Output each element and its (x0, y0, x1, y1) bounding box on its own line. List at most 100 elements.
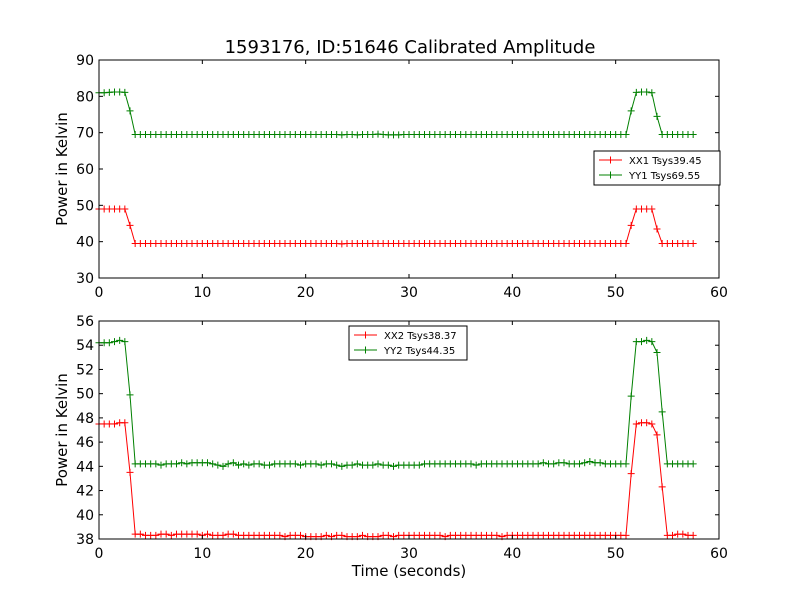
data-point-1-1-6 (121, 205, 129, 213)
data-point-2-1-103 (622, 531, 630, 539)
data-point-2-2-58 (390, 462, 397, 470)
data-point-2-1-104 (627, 470, 635, 478)
data-point-2-1-15 (167, 531, 175, 539)
data-point-2-2-22 (204, 459, 211, 467)
data-point-2-1-108 (648, 420, 656, 428)
data-point-2-2-98 (596, 459, 604, 467)
bottom-plot-panel: 0 10 20 30 40 50 60 38 40 42 44 46 48 50 52 54 56 Power i… (53, 314, 728, 580)
y-axis-label: Power in Kelvin (53, 373, 71, 487)
data-point-2-2-103 (622, 460, 630, 468)
data-point-1-1-109 (653, 225, 661, 233)
x-tick-label: 0 (95, 285, 104, 301)
series-line-2-1 (99, 422, 694, 538)
data-point-2-2-109 (653, 348, 661, 356)
data-point-2-1-112 (669, 531, 676, 539)
data-point-2-2-27 (229, 459, 237, 467)
data-point-2-2-94 (576, 460, 583, 468)
x-tick-label: 30 (400, 546, 418, 562)
y-tick-label: 60 (76, 162, 94, 178)
data-point-2-2-110 (658, 408, 666, 416)
y-tick-label: 50 (76, 387, 94, 403)
data-point-2-2-74 (472, 461, 480, 469)
data-point-2-1-78 (493, 531, 501, 539)
y-tick-label: 48 (76, 411, 94, 427)
data-point-2-1-25 (219, 531, 227, 539)
data-point-2-2-96 (586, 457, 594, 465)
data-point-2-2-24 (214, 461, 222, 469)
data-point-2-2-26 (224, 460, 232, 468)
data-point-2-2-43 (312, 460, 320, 468)
legend-swatch-marker (607, 171, 614, 179)
data-point-2-2-55 (374, 460, 382, 468)
data-point-2-2-29 (240, 460, 248, 468)
data-point-2-2-28 (235, 461, 242, 469)
data-point-2-2-106 (638, 338, 645, 346)
legend-box (593, 150, 721, 186)
legend-box (348, 325, 468, 361)
data-point-2-1-22 (204, 530, 211, 538)
data-point-2-2-63 (415, 461, 423, 469)
x-tick-label: 40 (503, 546, 521, 562)
data-point-2-2-34 (266, 461, 273, 469)
data-point-2-2-73 (467, 460, 475, 468)
x-tick-label: 50 (607, 285, 625, 301)
legend: XX2 Tsys38.37 YY2 Tsys44.35 (348, 325, 468, 361)
y-tick-label: 44 (76, 459, 94, 475)
data-point-2-1-36 (276, 531, 284, 539)
y-tick-label: 42 (76, 484, 94, 500)
data-point-2-2-25 (219, 462, 227, 470)
data-point-2-1-107 (643, 419, 651, 427)
y-tick-label: 80 (76, 89, 94, 105)
data-point-2-2-6 (121, 338, 129, 346)
chart-title: 1593176, ID:51646 Calibrated Amplitude (225, 37, 596, 58)
series-markers-1-1 (95, 205, 697, 248)
legend-swatch-marker (362, 346, 369, 354)
data-point-2-2-32 (255, 460, 263, 468)
data-point-2-1-12 (152, 531, 160, 539)
legend-label: YY2 Tsys44.35 (383, 346, 455, 357)
data-point-1-1-103 (622, 239, 630, 247)
data-point-2-1-105 (632, 420, 640, 428)
data-point-2-1-4 (111, 420, 118, 428)
data-point-2-2-51 (353, 460, 361, 468)
x-tick-label: 50 (607, 546, 625, 562)
data-point-2-2-87 (539, 459, 547, 467)
data-point-2-1-109 (653, 431, 661, 439)
data-point-2-2-39 (291, 460, 299, 468)
data-point-2-2-12 (152, 460, 160, 468)
y-tick-label: 40 (76, 235, 94, 251)
data-point-2-2-48 (338, 462, 346, 470)
data-point-1-2-108 (648, 89, 656, 97)
x-tick-label: 60 (710, 285, 728, 301)
x-tick-label: 40 (503, 285, 521, 301)
data-point-2-2-54 (369, 461, 377, 469)
data-point-2-1-20 (193, 530, 201, 538)
data-point-2-2-30 (245, 461, 253, 469)
series-markers-2-2 (95, 336, 697, 470)
data-point-2-1-52 (359, 531, 366, 539)
data-point-2-1-7 (126, 468, 134, 476)
data-point-2-1-114 (679, 530, 687, 538)
data-point-2-2-50 (348, 461, 356, 469)
data-point-2-1-40 (297, 531, 304, 539)
data-point-2-2-4 (111, 338, 118, 346)
y-tick-label: 90 (76, 53, 94, 69)
x-tick-label: 10 (193, 285, 211, 301)
legend-label: XX1 Tsys39.45 (629, 156, 702, 167)
y-tick-label: 52 (76, 362, 94, 378)
data-point-2-1-57 (384, 531, 392, 539)
data-point-2-2-13 (157, 461, 165, 469)
data-point-1-2-116 (689, 130, 697, 138)
series-markers-1-2 (95, 88, 697, 139)
y-tick-label: 38 (76, 532, 94, 548)
x-tick-label: 30 (400, 285, 418, 301)
data-point-1-2-103 (622, 130, 630, 138)
y-tick-label: 70 (76, 126, 94, 142)
series-markers-2-1 (95, 419, 697, 541)
data-point-2-2-89 (550, 460, 558, 468)
y-tick-label: 50 (76, 198, 94, 214)
x-tick-label: 20 (297, 546, 315, 562)
data-point-1-1-104 (627, 221, 635, 229)
data-point-2-1-45 (322, 531, 330, 539)
data-point-1-2-107 (643, 88, 651, 96)
